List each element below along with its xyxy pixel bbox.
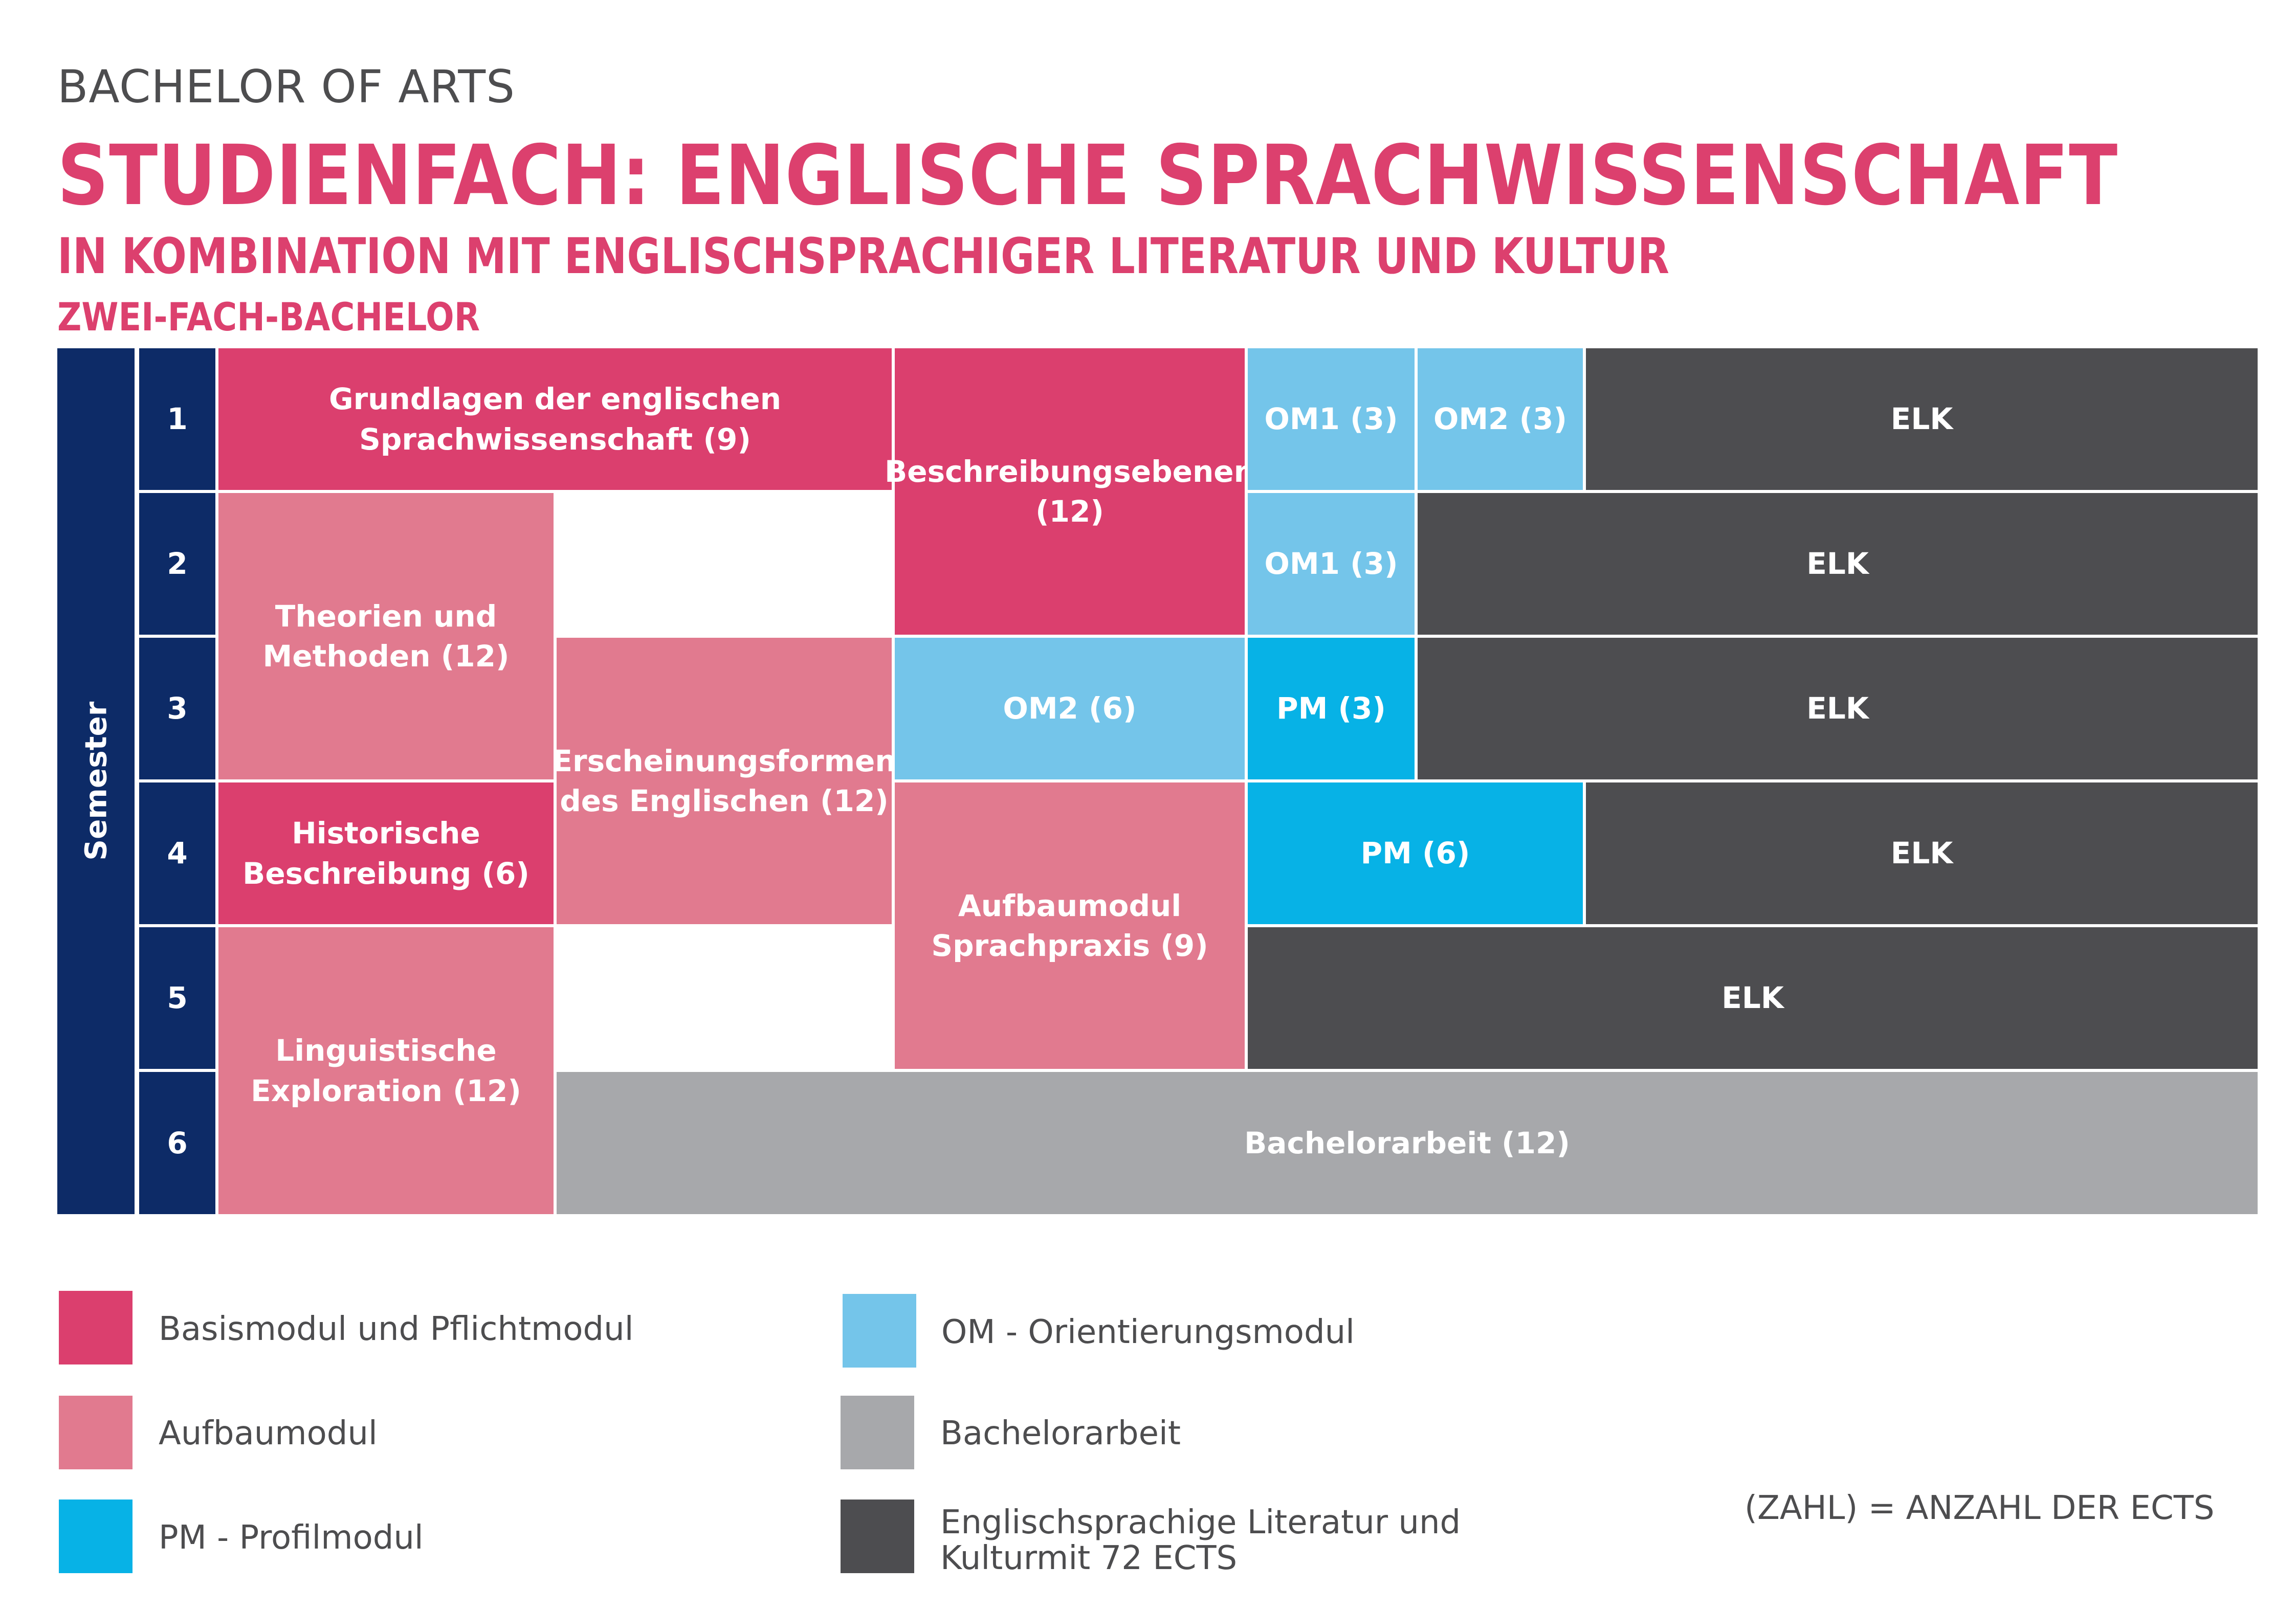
ects-note: (ZAHL) = ANZAHL DER ECTS — [1745, 1489, 2215, 1527]
legend-swatch-bachelorarbeit — [841, 1396, 914, 1469]
module-pm-sem3: PM (3) — [1246, 636, 1416, 781]
module-om2-sem1: OM2 (3) — [1416, 347, 1584, 491]
semester-number-5: 5 — [138, 926, 217, 1070]
module-elk-sem3: ELK — [1416, 636, 2259, 781]
module-grundlagen: Grundlagen der englischen Sprachwissensc… — [217, 347, 893, 491]
legend-label-bachelorarbeit: Bachelorarbeit — [940, 1415, 1181, 1452]
semester-number-4: 4 — [138, 781, 217, 926]
program-label: ZWEI-FACH-BACHELOR — [57, 294, 480, 340]
legend-swatch-om — [843, 1294, 916, 1368]
semester-number-1: 1 — [138, 347, 217, 491]
module-theorien-methoden: Theorien und Methoden (12) — [217, 491, 555, 781]
legend-swatch-aufbau — [59, 1396, 133, 1469]
module-elk-sem2: ELK — [1416, 491, 2259, 636]
module-beschreibungsebenen: Beschreibungsebenen (12) — [885, 347, 1255, 636]
module-elk-sem1: ELK — [1584, 347, 2259, 491]
legend-swatch-elk — [841, 1500, 914, 1573]
semester-number-2: 2 — [138, 491, 217, 636]
semester-axis: Semester — [56, 347, 136, 1216]
module-elk-sem4: ELK — [1584, 781, 2259, 926]
module-om1-sem2: OM1 (3) — [1246, 491, 1416, 636]
page-title: STUDIENFACH: ENGLISCHE SPRACHWISSENSCHAF… — [57, 128, 2118, 224]
module-erscheinungsformen: Erscheinungsformen des Englischen (12) — [552, 636, 896, 926]
module-linguistische-exploration: Linguistische Exploration (12) — [217, 926, 555, 1216]
legend-label-basis: Basismodul und Pflichtmodul — [159, 1310, 634, 1348]
semester-number-6: 6 — [138, 1070, 217, 1216]
degree-heading: BACHELOR OF ARTS — [57, 60, 515, 113]
subtitle: IN KOMBINATION MIT ENGLISCHSPRACHIGER LI… — [57, 228, 1670, 285]
legend-swatch-pm — [59, 1500, 133, 1573]
legend-label-pm: PM - Profilmodul — [159, 1519, 424, 1557]
legend-label-om: OM - Orientierungsmodul — [941, 1313, 1355, 1351]
module-elk-sem5: ELK — [1246, 926, 2259, 1070]
module-om2-sem3: OM2 (6) — [893, 636, 1246, 781]
module-bachelorarbeit: Bachelorarbeit (12) — [555, 1070, 2259, 1216]
legend-label-elk: Englischsprachige Literatur und Kulturmi… — [940, 1504, 1461, 1578]
legend-label-aufbau: Aufbaumodul — [159, 1415, 378, 1452]
module-sprachpraxis: Aufbaumodul Sprachpraxis (9) — [893, 781, 1246, 1070]
module-historische-beschreibung: Historische Beschreibung (6) — [217, 781, 555, 926]
semester-axis-label: Semester — [78, 701, 114, 861]
module-pm-sem4: PM (6) — [1246, 781, 1584, 926]
legend-swatch-basis — [59, 1291, 133, 1364]
semester-number-3: 3 — [138, 636, 217, 781]
module-om1-sem1: OM1 (3) — [1246, 347, 1416, 491]
